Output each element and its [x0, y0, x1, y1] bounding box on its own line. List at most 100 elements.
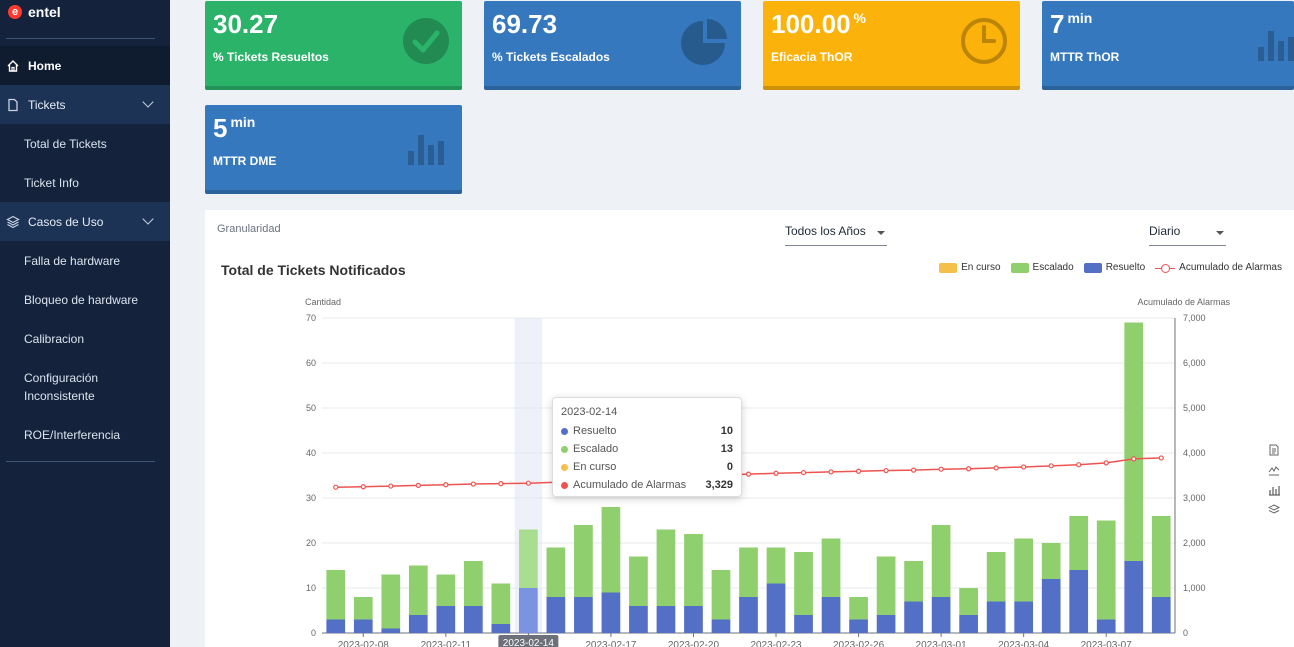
bar-resuelto: [1151, 597, 1171, 633]
kpi-base: [763, 86, 1020, 90]
point-acumulado: [828, 469, 834, 475]
sidebar-item-total-tickets[interactable]: Total de Tickets: [24, 137, 107, 151]
bar-resuelto: [876, 615, 896, 633]
kpi-base: [205, 86, 462, 90]
y-tick-label: 30: [306, 493, 316, 503]
bar-icon[interactable]: [1268, 483, 1280, 496]
y2-tick-label: 3,000: [1183, 493, 1206, 503]
sidebar-item-bloqueo-hardware[interactable]: Bloqueo de hardware: [24, 293, 139, 307]
bar-escalado: [629, 556, 648, 606]
bar-escalado: [766, 547, 786, 584]
kpi-label: MTTR DME: [213, 154, 277, 168]
y2-tick-label: 0: [1183, 628, 1188, 638]
chart-tooltip: 2023-02-14 Resuelto 10 Escalado 13 En curs…: [552, 397, 742, 497]
period-select[interactable]: Diario: [1149, 224, 1226, 246]
legend-item-escalado[interactable]: Escalado: [1010, 262, 1074, 273]
sidebar-item-roe[interactable]: ROE/Interferencia: [24, 428, 121, 442]
y2-tick-label: 1,000: [1183, 583, 1206, 593]
bar-resuelto: [684, 606, 703, 633]
bar-resuelto: [739, 597, 758, 633]
bar-resuelto: [1069, 570, 1089, 633]
y-tick-label: 40: [306, 448, 316, 458]
bar-resuelto: [904, 601, 923, 633]
bar-resuelto: [959, 615, 978, 633]
bar-escalado: [463, 561, 483, 606]
point-acumulado: [966, 466, 972, 472]
point-acumulado: [498, 481, 504, 487]
kpi-value: 30.27: [213, 9, 279, 39]
tooltip-row: En curso 0: [561, 458, 733, 476]
bar-escalado: [408, 565, 428, 615]
bar-escalado: [353, 597, 373, 620]
bar-escalado: [1151, 516, 1171, 597]
bar-resuelto: [794, 615, 813, 633]
granularity-label: Granularidad: [217, 223, 281, 235]
sidebar-item-home[interactable]: Home: [0, 46, 170, 85]
bar-resuelto: [931, 597, 951, 633]
legend-item-acumulado[interactable]: Acumulado de Alarmas: [1155, 262, 1282, 273]
point-acumulado: [800, 469, 807, 476]
chart-toolbox: [1267, 443, 1282, 523]
point-acumulado: [1158, 455, 1164, 461]
bar-escalado: [684, 534, 703, 606]
kpi-label: % Tickets Resueltos: [213, 50, 329, 64]
sidebar: e entel Home Tickets Total de Tickets Ti…: [0, 0, 170, 647]
y-tick-label: 0: [311, 628, 316, 638]
bar-resuelto: [821, 597, 841, 633]
bar-escalado: [986, 552, 1006, 602]
point-acumulado: [1021, 464, 1027, 470]
point-acumulado: [360, 484, 366, 490]
tooltip-row: Acumulado de Alarmas 3,329: [561, 476, 733, 494]
kpi-card-eficacia: 100.00% Eficacia ThOR: [763, 1, 1020, 90]
legend-item-en-curso[interactable]: En curso: [939, 262, 1001, 273]
sidebar-item-falla-hardware[interactable]: Falla de hardware: [24, 254, 121, 268]
sidebar-item-label: Home: [28, 58, 62, 73]
bar-escalado: [326, 570, 346, 620]
y2-tick-label: 5,000: [1183, 403, 1206, 413]
sidebar-section-casos[interactable]: Casos de Uso: [0, 202, 170, 241]
kpi-card-resueltos: 30.27 % Tickets Resueltos: [205, 1, 462, 90]
point-acumulado: [415, 482, 421, 488]
sidebar-item-configuracion[interactable]: Configuración Inconsistente: [24, 371, 99, 403]
point-acumulado: [1103, 460, 1109, 466]
y-tick-label: 60: [306, 358, 316, 368]
sidebar-section-tickets[interactable]: Tickets: [0, 85, 170, 124]
point-acumulado: [1048, 463, 1054, 469]
y2-tick-label: 7,000: [1183, 313, 1206, 323]
kpi-base: [484, 86, 741, 90]
point-acumulado: [910, 467, 917, 473]
kpi-value: 69.73: [492, 9, 558, 39]
brand-name: entel: [28, 4, 61, 20]
bar-escalado: [1069, 516, 1089, 570]
y-tick-label: 10: [306, 583, 316, 593]
data-view-icon[interactable]: [1268, 443, 1280, 456]
sidebar-item-calibracion[interactable]: Calibracion: [24, 332, 85, 346]
document-icon: [8, 98, 18, 111]
legend-item-resuelto[interactable]: Resuelto: [1083, 262, 1145, 273]
point-acumulado: [333, 484, 339, 490]
chart-svg: Cantidad Acumulado de Alarmas 0 10 20 30 40 50 6…: [305, 297, 1230, 647]
kpi-label: % Tickets Escalados: [492, 50, 610, 64]
x-tick-label: 2023-02-17: [585, 640, 637, 647]
bar-escalado: [546, 547, 566, 597]
year-select[interactable]: Todos los Años: [785, 224, 887, 246]
point-acumulado: [993, 465, 999, 471]
kpi-value: 100.00%: [771, 9, 866, 39]
y2-axis-title: Acumulado de Alarmas: [1137, 297, 1230, 307]
caret-down-icon: [1216, 231, 1224, 235]
caret-down-icon: [877, 231, 885, 235]
bar-escalado: [711, 570, 731, 620]
brand-mark-icon: e: [8, 5, 22, 19]
stack-icon[interactable]: [1267, 503, 1281, 515]
brand-logo[interactable]: e entel: [8, 2, 61, 22]
bar-resuelto: [601, 592, 621, 633]
x-tick-label: 2023-02-14: [503, 638, 555, 647]
year-select-value: Todos los Años: [785, 224, 866, 238]
sidebar-item-ticket-info[interactable]: Ticket Info: [24, 176, 79, 190]
pie-icon: [681, 19, 727, 65]
bar-resuelto: [408, 615, 428, 633]
line-icon[interactable]: [1268, 463, 1280, 476]
bar-escalado: [574, 525, 593, 597]
point-acumulado: [388, 483, 394, 489]
bar-resuelto: [436, 606, 456, 633]
